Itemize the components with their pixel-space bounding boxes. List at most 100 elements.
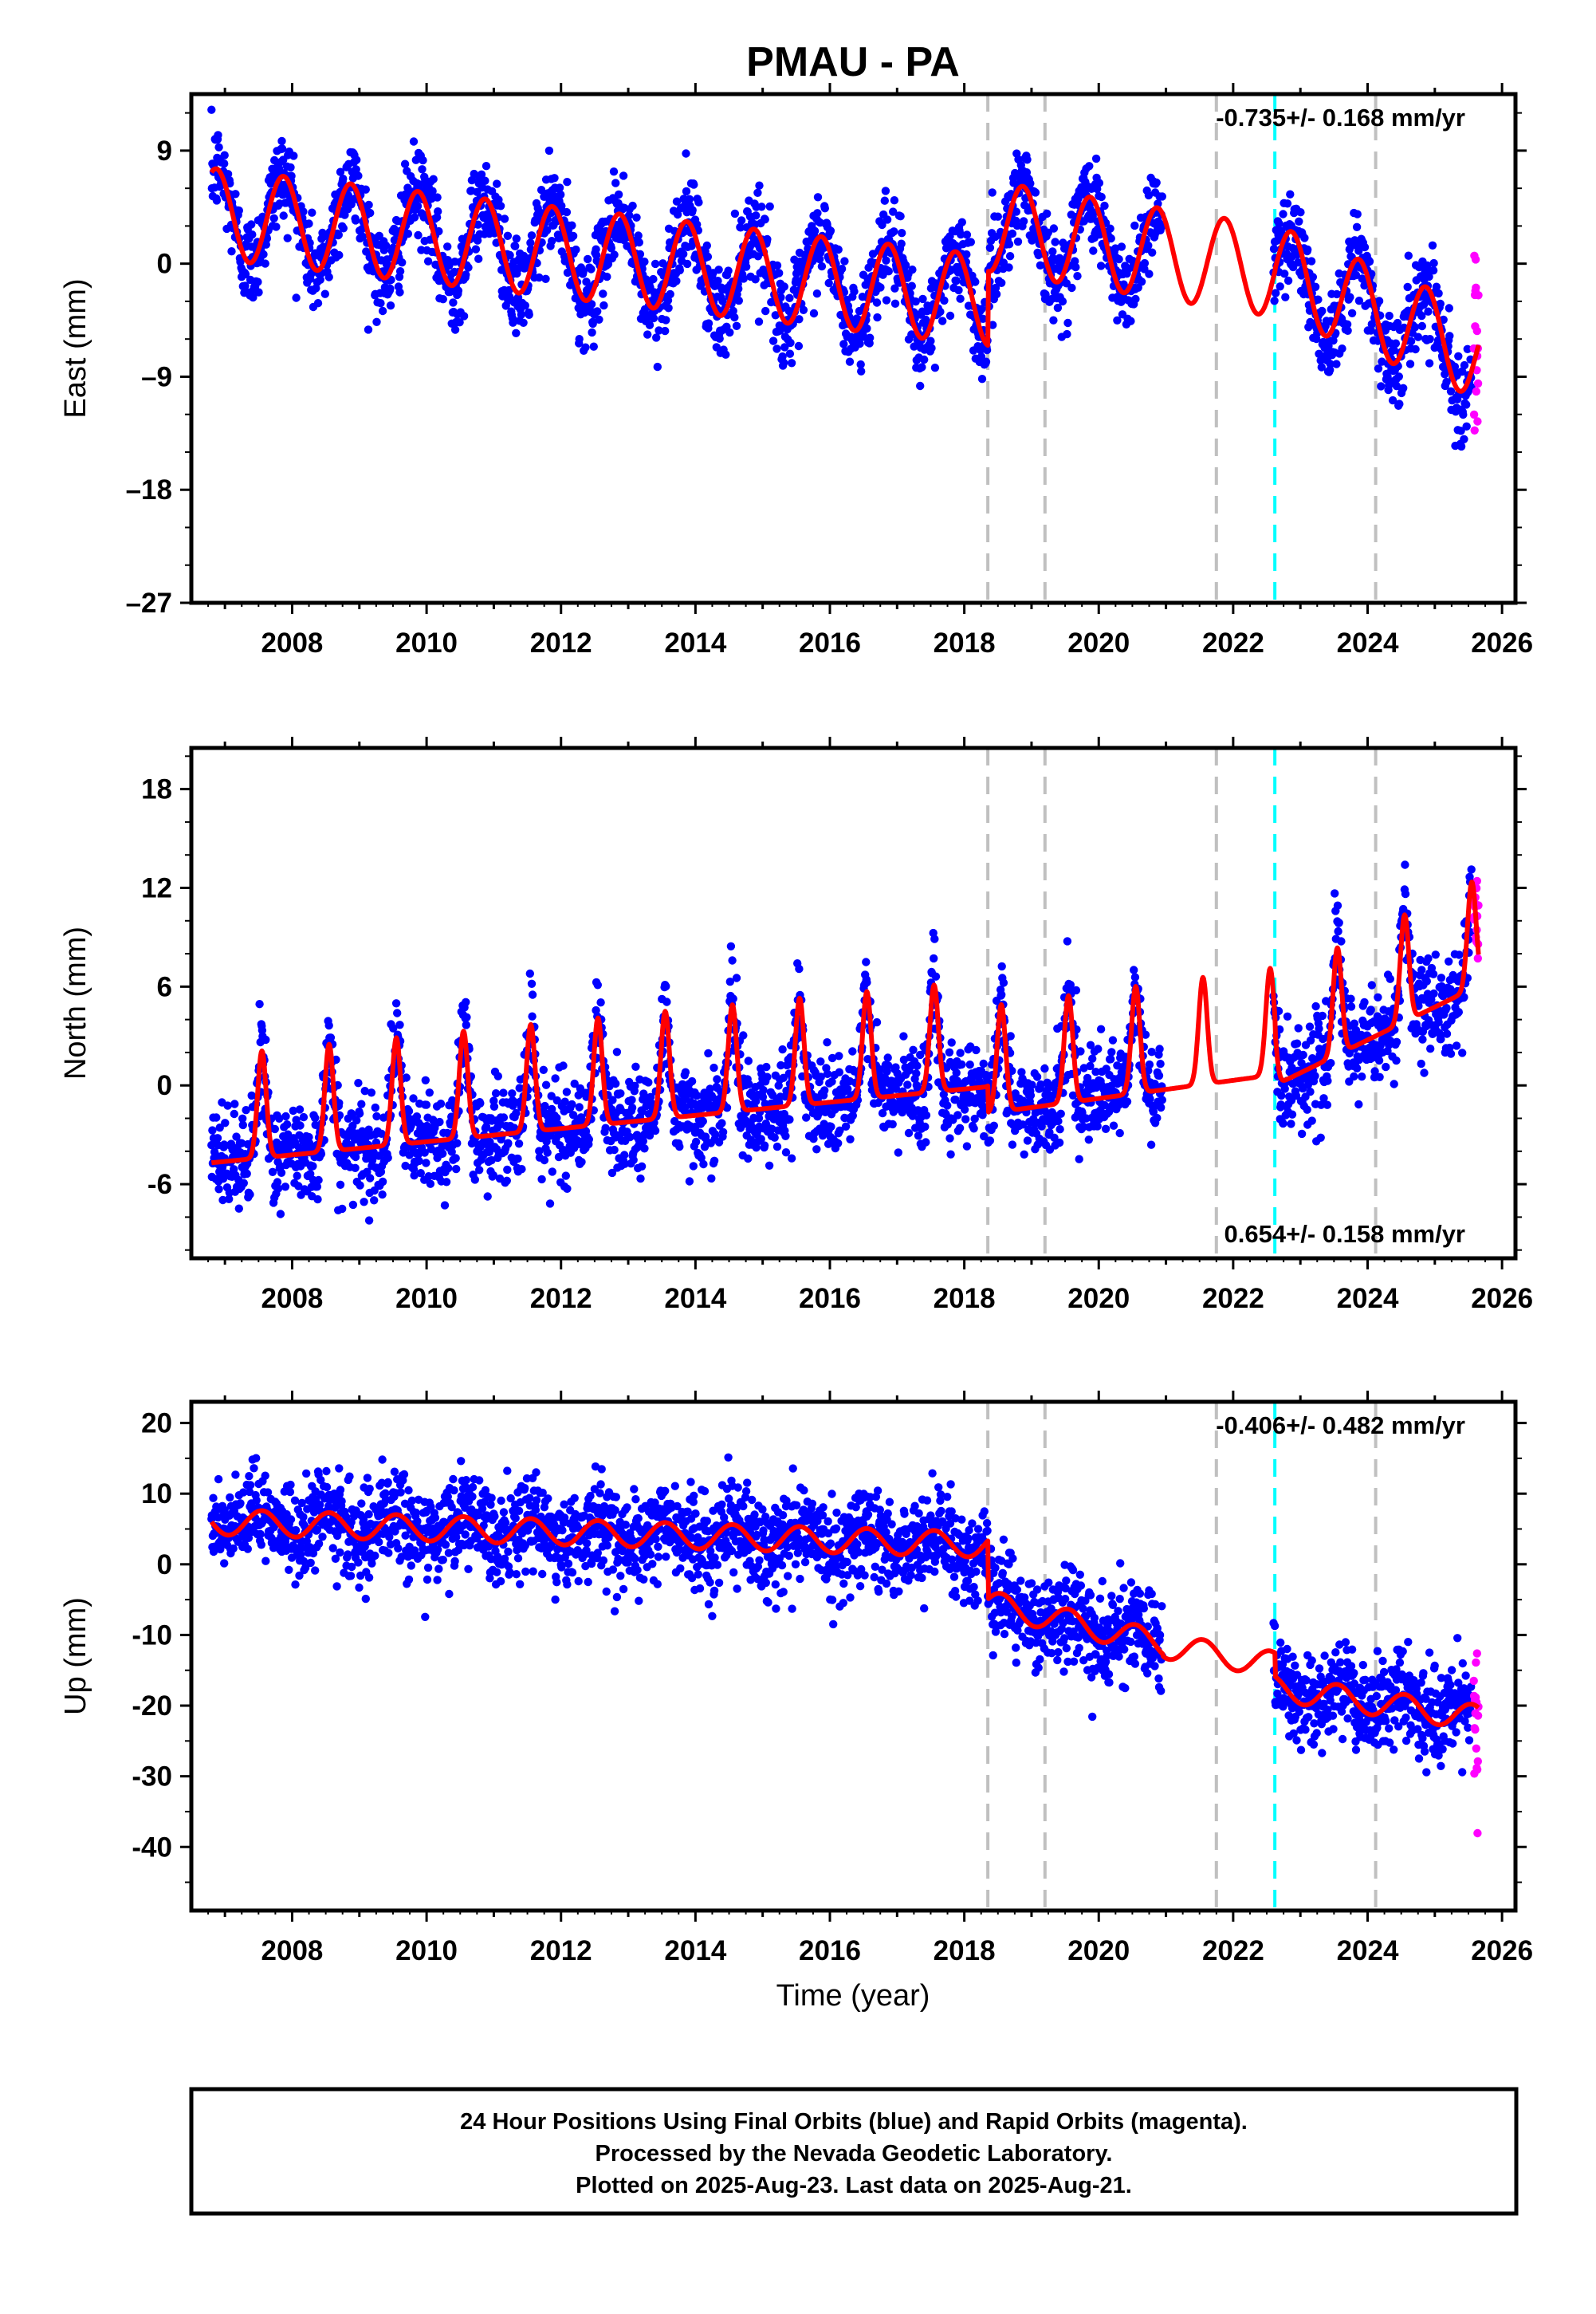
data-point [496, 202, 505, 211]
data-point [1276, 282, 1284, 291]
data-point [993, 212, 1003, 221]
data-point [810, 226, 820, 235]
data-point [335, 250, 344, 260]
data-point [1462, 400, 1471, 409]
data-point [957, 230, 965, 239]
data-point [521, 301, 529, 310]
data-point [795, 315, 804, 324]
data-point [434, 207, 442, 216]
data-point [907, 281, 917, 290]
data-point [357, 1100, 366, 1108]
data-point [351, 1163, 360, 1173]
data-point [601, 1124, 610, 1132]
data-point [872, 298, 882, 307]
data-point [956, 294, 965, 303]
data-point [636, 1174, 645, 1183]
data-point [1063, 937, 1072, 946]
data-point [682, 187, 691, 196]
data-point [1049, 316, 1058, 325]
data-point [1006, 1032, 1015, 1041]
data-point [837, 265, 847, 274]
data-point [876, 283, 885, 292]
data-point [248, 230, 257, 239]
data-point [372, 1112, 381, 1121]
data-point [962, 1142, 972, 1151]
data-point [883, 1053, 892, 1062]
data-point [679, 250, 688, 258]
data-point [662, 982, 670, 991]
data-point [780, 343, 789, 352]
data-point [1318, 306, 1327, 316]
data-point [724, 266, 733, 275]
rapid-data-point [1474, 291, 1483, 300]
data-point [543, 1148, 552, 1157]
data-point [352, 165, 360, 174]
data-point [386, 301, 395, 310]
data-point [640, 258, 649, 266]
x-tick-label: 2012 [530, 628, 592, 659]
x-tick-label: 2008 [261, 628, 324, 659]
data-point [509, 318, 517, 327]
data-point [685, 1177, 694, 1186]
data-point [726, 942, 736, 951]
data-point [361, 185, 370, 194]
data-point [313, 1194, 322, 1204]
data-point [785, 293, 794, 302]
data-point [1154, 1071, 1164, 1080]
data-point [1338, 344, 1346, 353]
data-point [1343, 326, 1352, 335]
data-point [261, 1035, 270, 1045]
data-point [835, 1052, 843, 1061]
data-point [334, 230, 343, 239]
data-point [376, 299, 385, 308]
data-point [1353, 210, 1362, 218]
data-point [997, 278, 1006, 287]
data-point [313, 299, 323, 308]
data-point [1063, 329, 1071, 339]
data-point [462, 270, 470, 279]
data-point [857, 367, 866, 376]
data-point [584, 254, 592, 264]
data-point [221, 1119, 230, 1127]
data-point [607, 244, 615, 253]
data-point [364, 1216, 374, 1225]
data-point [563, 1184, 572, 1194]
data-point [1056, 1109, 1065, 1119]
data-point [603, 272, 611, 281]
data-point [316, 275, 324, 284]
data-point [921, 1122, 930, 1131]
data-point [985, 243, 995, 252]
rapid-data-point [1470, 426, 1479, 435]
data-point [850, 287, 859, 296]
data-point [595, 315, 603, 324]
data-point [568, 1100, 576, 1109]
data-point [1094, 1045, 1103, 1053]
data-point [611, 179, 620, 187]
data-point [820, 1086, 829, 1095]
data-point [572, 245, 580, 254]
data-point [577, 1158, 586, 1167]
data-point [957, 1060, 966, 1069]
data-point [652, 333, 661, 342]
data-point [1365, 257, 1374, 266]
data-point [599, 301, 608, 310]
data-point [631, 1062, 640, 1072]
data-point [1084, 1135, 1094, 1144]
data-point [214, 1185, 223, 1194]
data-point [527, 979, 537, 989]
data-point [568, 221, 576, 230]
data-point [765, 202, 774, 211]
data-point [823, 1069, 832, 1079]
data-point [884, 267, 894, 276]
data-point [1152, 178, 1161, 187]
data-point [581, 343, 590, 352]
data-point [952, 1068, 961, 1077]
data-point [435, 1117, 444, 1127]
data-point [299, 1112, 309, 1122]
data-point [725, 328, 734, 337]
data-point [548, 237, 556, 246]
data-point [930, 954, 938, 963]
data-point [474, 254, 483, 263]
data-point [339, 175, 348, 183]
data-point [1073, 272, 1082, 281]
